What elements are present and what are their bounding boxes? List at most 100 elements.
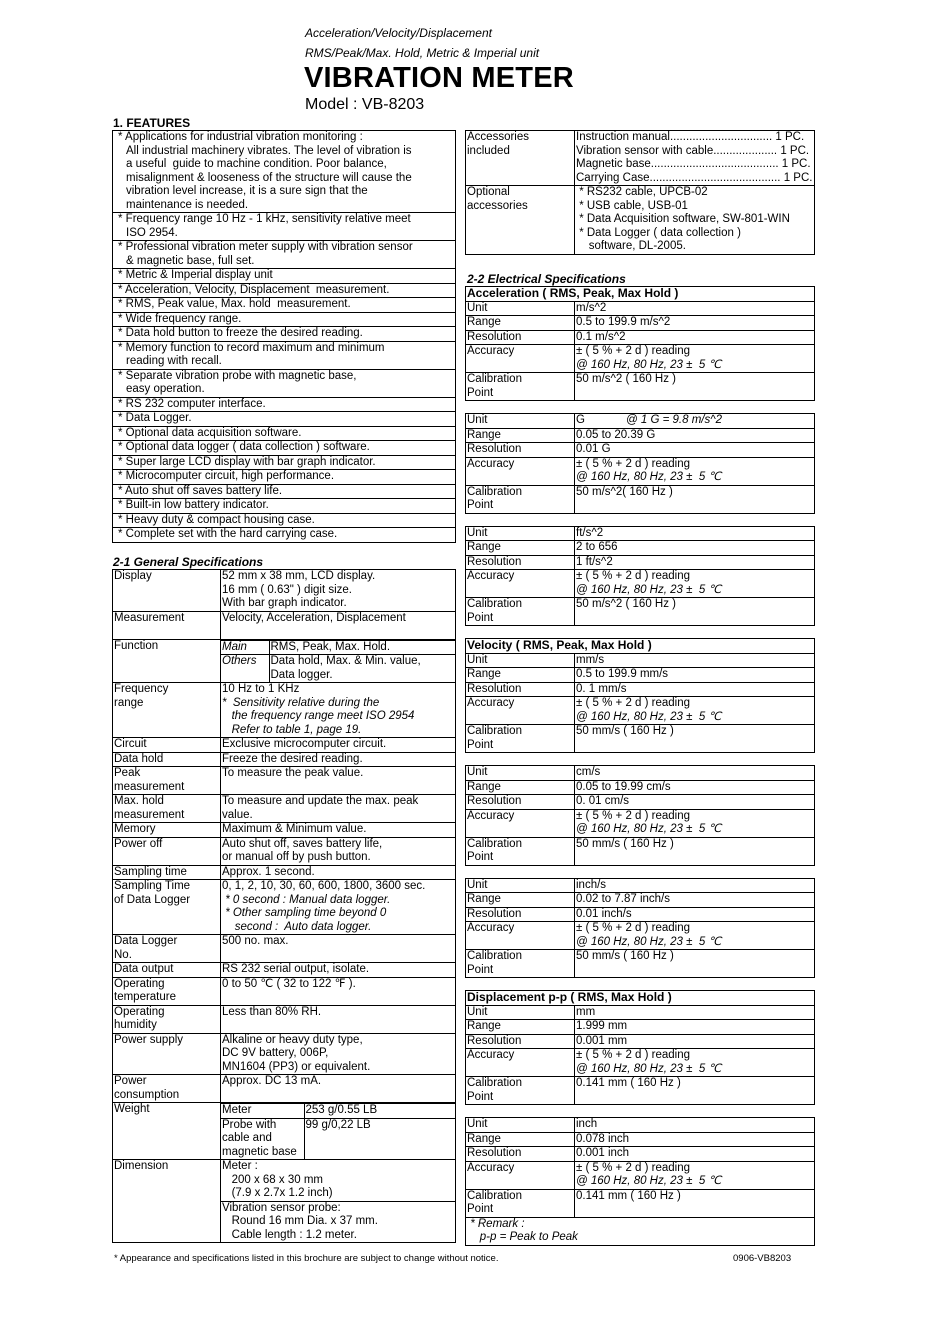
spec-value: 0.01 G: [574, 442, 815, 458]
subtable-row: Main RMS, Peak, Max. Hold.: [221, 639, 455, 655]
spec-row: Calibration Point 50 mm/s ( 160 Hz ): [465, 949, 815, 978]
spec-row: Power consumption Approx. DC 13 mA.: [112, 1074, 456, 1103]
spec-label: Calibration Point: [465, 484, 575, 514]
spec-label: Resolution: [465, 1146, 575, 1162]
feature-row: * Wide frequency range.: [112, 311, 456, 327]
text-line: Optional: [467, 186, 510, 198]
spec-label: Optional accessories: [465, 185, 575, 255]
spec-value: * RS232 cable, UPCB-02 * USB cable, USB-…: [574, 185, 815, 255]
spec-label: Unit: [465, 525, 575, 541]
text-line: * RS 232 computer interface.: [118, 397, 266, 410]
text-line: temperature: [114, 991, 177, 1003]
text-line: To measure the peak value.: [222, 767, 364, 779]
text-line: Accuracy: [467, 809, 515, 822]
text-line: Carrying Case...........................…: [576, 171, 813, 184]
spec-row: Resolution 0.1 m/s^2: [465, 329, 815, 345]
spec-value: RS 232 serial output, isolate.: [220, 962, 456, 978]
spec-value: Less than 80% RH.: [220, 1004, 456, 1034]
text-line: @ 160 Hz, 80 Hz, 23 ± 5 ℃: [576, 358, 722, 371]
spec-label: Calibration Point: [465, 597, 575, 626]
text-line: Accuracy: [467, 1161, 515, 1174]
text-line: ± ( 5 % + 2 d ) reading: [576, 922, 691, 934]
text-line: Point: [467, 1203, 494, 1215]
table-title-row: Velocity ( RMS, Peak, Max Hold ): [465, 638, 815, 654]
text-line: cable and: [222, 1132, 272, 1144]
text-line: Unit: [467, 414, 488, 426]
spec-value: cm/s: [574, 765, 815, 781]
text-line: * Memory function to record maximum and …: [118, 341, 385, 354]
spec-label: Data Logger No.: [112, 934, 221, 963]
spec-row: Unit inch/s: [465, 877, 815, 893]
spec-row: Accuracy ± ( 5 % + 2 d ) reading @ 160 Hz,…: [465, 696, 815, 725]
spec-row: Resolution 0.01 inch/s: [465, 906, 815, 922]
spec-label: Accuracy: [465, 1160, 575, 1190]
text-line: @ 160 Hz, 80 Hz, 23 ± 5 ℃: [576, 1175, 722, 1187]
spec-label: Range: [465, 540, 575, 556]
feature-row: * Applications for industrial vibration …: [112, 130, 456, 213]
text-line: Point: [467, 963, 494, 976]
spec-label: Resolution: [465, 794, 575, 810]
spec-value: Approx. 1 second.: [220, 864, 456, 880]
subtable-row: Meter 253 g/0.55 LB: [221, 1103, 455, 1119]
spec-row: Accessories included Instruction manual...…: [465, 130, 815, 186]
feature-item: * Acceleration, Velocity, Displacement m…: [112, 282, 456, 298]
feature-row: * Data hold button to freeze the desired…: [112, 326, 456, 342]
spec-value: inch/s: [574, 877, 815, 893]
spec-value: ± ( 5 % + 2 d ) reading @ 160 Hz, 80 Hz, …: [574, 921, 815, 950]
spec-label: Display: [112, 569, 221, 612]
spec-label: Dimension: [112, 1159, 221, 1243]
feature-row: * Data Logger.: [112, 411, 456, 427]
feature-item: * Auto shut off saves battery life.: [112, 483, 456, 499]
text-line: RS 232 serial output, isolate.: [222, 963, 370, 975]
electrical-spec-table: Unit inch Range 0.078 inch Resolution 0.001 i…: [465, 1117, 815, 1246]
text-line: ± ( 5 % + 2 d ) reading: [576, 809, 691, 822]
text-line: Exclusive microcomputer circuit.: [222, 738, 387, 750]
spec-value: ± ( 5 % + 2 d ) reading @ 160 Hz, 80 Hz, …: [574, 456, 815, 486]
spec-label: Data output: [112, 962, 221, 978]
text-line: 0.001 mm: [576, 1034, 628, 1047]
text-line: * Data Logger.: [118, 412, 192, 424]
text-line: * Applications for industrial vibration …: [118, 131, 363, 143]
spec-row: Unit m/s^2: [465, 300, 815, 316]
spec-row: Dimension Meter : 200 x 68 x 30 mm (7.9 x…: [112, 1159, 456, 1243]
text-line: Approx. 1 second.: [222, 865, 315, 878]
spec-value: m/s^2: [574, 300, 815, 316]
table-title-row: Displacement p-p ( RMS, Max Hold ): [465, 990, 815, 1006]
text-line: & magnetic base, full set.: [126, 254, 255, 267]
text-line: Data Logger: [114, 935, 178, 947]
text-line: 50 mm/s ( 160 Hz ): [576, 837, 674, 850]
spec-row: Function Main RMS, Peak, Max. Hold. Others D…: [112, 638, 456, 683]
spec-label: Peak measurement: [112, 766, 221, 795]
text-line: Display: [114, 570, 152, 582]
feature-row: * RS 232 computer interface.: [112, 396, 456, 412]
text-line: * 0 second : Manual data logger.: [222, 893, 391, 906]
electrical-spec-table: Unit G @ 1 G = 9.8 m/s^2 Range 0.05 to 20.39…: [465, 413, 815, 514]
text-line: 0.01 G: [576, 443, 611, 455]
spec-label: Calibration Point: [465, 1076, 575, 1105]
spec-label: Unit: [465, 1117, 575, 1133]
text-line: 0, 1, 2, 10, 30, 60, 600, 1800, 3600 sec…: [222, 880, 426, 892]
subtitle-measurements: Acceleration/Velocity/Displacement: [305, 26, 492, 40]
text-line: Calibration: [467, 485, 522, 498]
electrical-spec-table: Unit cm/s Range 0.05 to 19.99 cm/s Resolutio…: [465, 765, 815, 866]
spec-label: Accuracy: [465, 344, 575, 373]
electrical-spec-table: Displacement p-p ( RMS, Max Hold ) Unit mm…: [465, 990, 815, 1105]
text-line: Velocity, Acceleration, Displacement: [222, 611, 406, 624]
text-line: Round 16 mm Dia. x 37 mm.: [222, 1215, 378, 1227]
spec-row: Circuit Exclusive microcomputer circuit.: [112, 737, 456, 753]
spec-value: 0.078 inch: [574, 1131, 815, 1147]
text-line: humidity: [114, 1019, 157, 1031]
spec-row: Range 2 to 656: [465, 540, 815, 556]
text-line: reading with recall.: [126, 355, 222, 367]
text-line: * Other sampling time beyond 0: [222, 907, 387, 919]
text-line: Calibration: [467, 837, 522, 850]
spec-row: Range 0.078 inch: [465, 1131, 815, 1147]
spec-label: Accuracy: [465, 921, 575, 950]
spec-row: Calibration Point 50 mm/s ( 160 Hz ): [465, 724, 815, 753]
spec-label: Calibration Point: [465, 724, 575, 753]
spec-row: Display 52 mm x 38 mm, LCD display. 16 mm …: [112, 569, 456, 612]
spec-value: 0.1 m/s^2: [574, 329, 815, 345]
text-line: range: [114, 696, 144, 709]
text-line: Circuit: [114, 738, 147, 750]
spec-value: inch: [574, 1117, 815, 1133]
